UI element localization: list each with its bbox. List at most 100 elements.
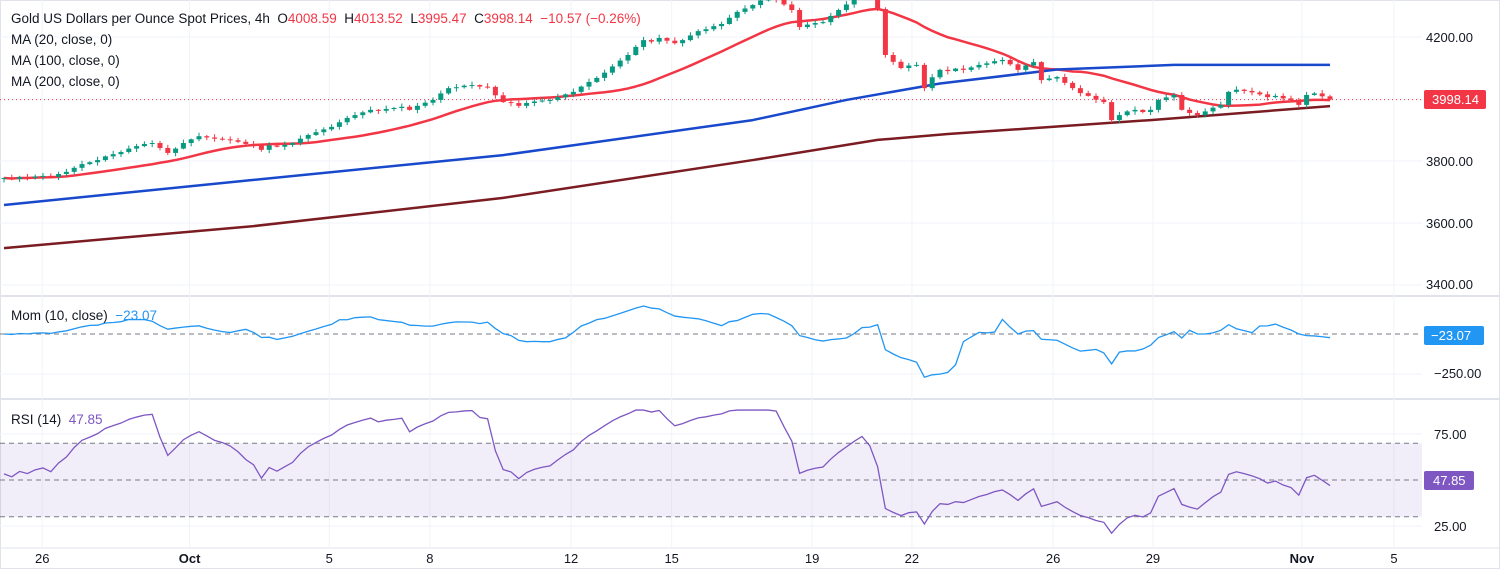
candle-body xyxy=(71,167,77,172)
candle-body xyxy=(1304,94,1310,105)
candle xyxy=(758,0,764,9)
symbol-title: Gold US Dollars per Ounce Spot Prices, 4… xyxy=(11,11,270,26)
ma20-legend[interactable]: MA (20, close, 0) xyxy=(11,32,113,47)
candle-body xyxy=(1046,78,1052,81)
candle xyxy=(157,140,163,151)
candle-body xyxy=(63,171,69,175)
candle-body xyxy=(781,0,787,5)
mom-legend[interactable]: Mom (10, close) −23.07 xyxy=(11,308,157,323)
candle xyxy=(1210,105,1216,115)
candle-body xyxy=(477,85,483,87)
candle xyxy=(1311,92,1317,96)
candle-body xyxy=(882,9,888,55)
candle-body xyxy=(1226,91,1232,105)
mom-badge: −23.07 xyxy=(1424,326,1484,345)
candle xyxy=(1296,97,1302,108)
candle-body xyxy=(1132,109,1138,112)
candle xyxy=(547,98,553,104)
candle-body xyxy=(173,148,179,153)
candle xyxy=(1265,91,1271,101)
candle xyxy=(1070,81,1076,91)
candle xyxy=(430,97,436,106)
candle-body xyxy=(79,164,85,168)
candle xyxy=(399,103,405,112)
candle-body xyxy=(1265,94,1271,98)
candle-body xyxy=(1194,112,1200,116)
candle-body xyxy=(48,175,54,177)
candle-body xyxy=(24,177,30,179)
candle-body xyxy=(1171,94,1177,98)
candle-body xyxy=(953,68,959,72)
candle-body xyxy=(555,97,561,100)
candle-body xyxy=(602,72,608,78)
candle xyxy=(664,37,670,44)
candle-body xyxy=(999,59,1005,62)
candle-body xyxy=(297,138,303,144)
candle xyxy=(438,90,444,103)
candle xyxy=(812,20,818,28)
candle xyxy=(1077,85,1083,97)
candles xyxy=(1,0,1333,183)
candle xyxy=(914,61,920,67)
candle-body xyxy=(680,40,686,44)
candle xyxy=(305,133,311,142)
candle xyxy=(836,8,842,19)
candle xyxy=(500,92,506,103)
candle-body xyxy=(703,29,709,32)
ma200-line xyxy=(3,104,1331,250)
ma200-legend[interactable]: MA (200, close, 0) xyxy=(11,74,120,89)
candle xyxy=(648,38,654,44)
candle xyxy=(742,5,748,15)
price-tick: 3800.00 xyxy=(1426,154,1473,169)
candle-body xyxy=(648,40,654,42)
rsi-title: RSI (14) xyxy=(11,412,62,427)
candle xyxy=(243,139,249,147)
candle-body xyxy=(196,136,202,140)
candle xyxy=(204,134,210,141)
time-tick: 26 xyxy=(1046,551,1060,566)
price-tick: 3400.00 xyxy=(1426,277,1473,292)
ma100-legend[interactable]: MA (100, close, 0) xyxy=(11,53,120,68)
mom-value: −23.07 xyxy=(115,308,157,323)
candle-body xyxy=(984,63,990,65)
candle-body xyxy=(9,178,15,180)
candle xyxy=(469,81,475,89)
candle-body xyxy=(594,77,600,82)
candle xyxy=(212,134,218,142)
candle xyxy=(641,36,647,51)
candle-body xyxy=(921,64,927,89)
candle xyxy=(594,76,600,84)
rsi-legend[interactable]: RSI (14) 47.85 xyxy=(11,412,103,427)
close-value: 3998.14 xyxy=(483,11,533,26)
candle xyxy=(656,34,662,45)
candle xyxy=(516,100,522,109)
candle xyxy=(875,0,881,12)
candle xyxy=(609,64,615,76)
candle xyxy=(1046,75,1052,82)
candle-body xyxy=(1319,93,1325,97)
candle-body xyxy=(1241,89,1247,91)
candle xyxy=(118,150,124,158)
candle-body xyxy=(134,146,140,149)
candle-body xyxy=(149,143,155,145)
candle xyxy=(570,88,576,98)
candle xyxy=(602,69,608,82)
candle xyxy=(266,142,272,154)
rsi-tick: 75.00 xyxy=(1434,427,1467,442)
candle xyxy=(953,67,959,72)
candle-body xyxy=(758,0,764,6)
candle xyxy=(999,57,1005,65)
candle-body xyxy=(968,67,974,70)
candle xyxy=(921,63,927,92)
candle-body xyxy=(1085,93,1091,96)
candle-body xyxy=(898,61,904,68)
candle-body xyxy=(906,65,912,68)
candle xyxy=(617,57,623,69)
candle-body xyxy=(469,85,475,87)
candle xyxy=(775,0,777,3)
candle xyxy=(352,112,358,120)
time-tick: 5 xyxy=(1390,551,1397,566)
candle-body xyxy=(1272,95,1278,98)
candle-body xyxy=(274,145,280,147)
